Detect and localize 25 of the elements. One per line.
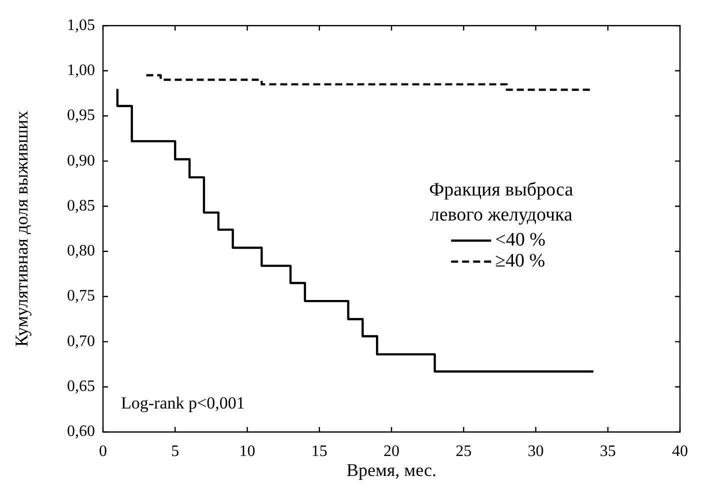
x-tick-label: 15 <box>311 442 328 460</box>
x-tick-label: 40 <box>672 442 688 460</box>
x-tick-label: 5 <box>171 442 180 460</box>
legend-label: ≥40 % <box>495 250 546 272</box>
y-tick-label: 0,85 <box>67 197 95 214</box>
y-tick-label: 0,80 <box>67 242 95 260</box>
y-tick-label: 0,70 <box>67 332 95 350</box>
y-tick-label: 0,95 <box>67 107 95 124</box>
x-tick-label: 0 <box>99 442 107 460</box>
x-tick-label: 10 <box>239 442 256 460</box>
legend-title: Фракция выброса левого желудочка <box>429 180 574 226</box>
x-tick-label: 20 <box>384 442 400 460</box>
y-tick-label: 1,00 <box>67 62 95 79</box>
y-tick-label: 0,75 <box>67 288 95 305</box>
x-tick-label: 35 <box>600 442 616 460</box>
y-tick-label: 0,90 <box>67 152 95 170</box>
y-tick-label: 0,60 <box>67 423 95 440</box>
y-tick-label: 1,05 <box>67 16 95 34</box>
annotation: Log-rank p<0,001 <box>121 393 245 412</box>
y-tick-label: 0,65 <box>67 378 95 396</box>
x-axis-title: Время, мес. <box>346 460 436 480</box>
x-tick-label: 25 <box>456 442 472 460</box>
legend-label: <40 % <box>495 230 546 251</box>
y-axis-title: Кумулятивная доля выживших <box>12 110 32 347</box>
x-tick-label: 30 <box>528 442 544 460</box>
